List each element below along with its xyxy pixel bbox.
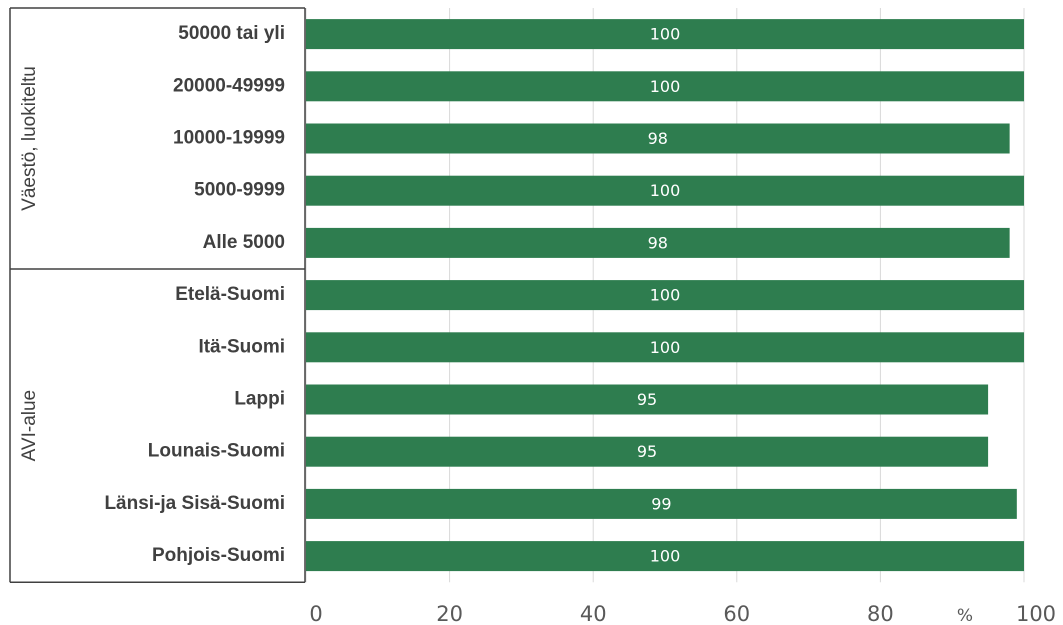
data-label: 100 — [650, 25, 681, 44]
bar — [306, 488, 1017, 519]
group-labels: Väestö, luokiteltu AVI-alue — [19, 66, 40, 461]
data-label: 95 — [637, 442, 657, 461]
category-label: Lounais-Suomi — [148, 441, 285, 462]
category-label: Länsi-ja Sisä-Suomi — [104, 493, 285, 514]
category-label: 50000 tai yli — [178, 23, 285, 44]
bar — [306, 19, 1024, 50]
category-label: Etelä-Suomi — [175, 284, 285, 305]
x-tick-label: 0 — [309, 602, 322, 625]
data-label: 100 — [650, 286, 681, 305]
x-axis-unit-label: % — [957, 606, 973, 625]
category-label: 5000-9999 — [194, 180, 285, 201]
x-tick-label: 100 — [1016, 602, 1056, 625]
category-label: 10000-19999 — [173, 128, 285, 149]
x-tick-label: 60 — [723, 602, 750, 625]
bar — [306, 175, 1024, 206]
category-label: Itä-Suomi — [198, 336, 285, 357]
x-tick-label: 40 — [580, 602, 607, 625]
bar — [306, 71, 1024, 102]
group-label: AVI-alue — [19, 390, 40, 461]
x-tick-label: 20 — [436, 602, 463, 625]
data-label: 98 — [648, 129, 668, 148]
data-label: 95 — [637, 390, 657, 409]
bar — [306, 384, 989, 415]
bar — [306, 280, 1024, 311]
category-label: Alle 5000 — [203, 232, 285, 253]
category-label: 20000-49999 — [173, 75, 285, 96]
data-label: 100 — [650, 181, 681, 200]
category-frame — [9, 7, 306, 583]
data-label: 100 — [650, 338, 681, 357]
x-axis-ticks: 0 20 40 60 80 100 — [309, 602, 1056, 625]
bar — [306, 541, 1024, 572]
category-label: Pohjois-Suomi — [152, 545, 285, 566]
data-label: 100 — [650, 77, 681, 96]
bar — [306, 436, 989, 467]
data-label: 98 — [648, 233, 668, 252]
bars: 50000 tai yli 100 20000-49999 100 10000-1999… — [104, 19, 1024, 572]
bar — [306, 332, 1024, 363]
group-label: Väestö, luokiteltu — [19, 66, 40, 211]
bar — [306, 123, 1010, 154]
bar — [306, 227, 1010, 258]
data-label: 100 — [650, 547, 681, 566]
data-label: 99 — [651, 494, 671, 513]
category-label: Lappi — [234, 389, 285, 410]
x-tick-label: 80 — [867, 602, 894, 625]
